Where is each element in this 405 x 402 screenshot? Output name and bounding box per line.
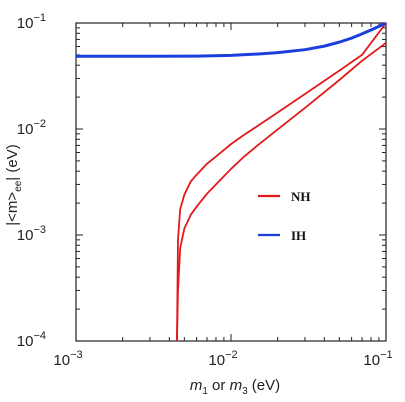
y-tick-label: 10−4 [17,330,46,350]
y-axis-title: |<m>ee| (eV) [4,144,24,225]
y-axis-title-pre: |<m> [4,192,21,226]
x-axis-title-or: or [208,377,230,394]
series-line-nh-1 [176,23,386,341]
y-axis-title-sub: ee [13,180,24,192]
series-layer [76,23,386,341]
x-tick-label: 10−3 [53,349,82,369]
y-tick-label: 10−1 [17,12,46,32]
series-line-ih-0 [76,23,386,58]
legend-label-ih: IH [291,228,306,243]
y-tick-label: 10−2 [17,118,46,138]
x-axis-title-m1: m [190,377,203,394]
x-tick-label: 10−2 [208,349,237,369]
x-axis-title: m1 or m3 (eV) [190,377,280,397]
legend: NH IH [258,189,311,243]
y-tick-label: 10−3 [17,224,46,244]
x-axis-title-m1-sub: 1 [202,386,208,397]
legend-label-nh: NH [291,189,311,204]
tick-labels: 10−3 10−2 10−1 10−4 10−3 10−2 10−1 [17,12,393,369]
x-axis-title-unit: (eV) [248,377,281,394]
series-line-nh-0 [176,42,386,341]
x-axis-title-m3: m [230,377,243,394]
x-tick-label: 10−1 [363,349,392,369]
y-axis-title-post: | (eV) [4,144,21,180]
x-axis-title-m3-sub: 3 [242,386,248,397]
